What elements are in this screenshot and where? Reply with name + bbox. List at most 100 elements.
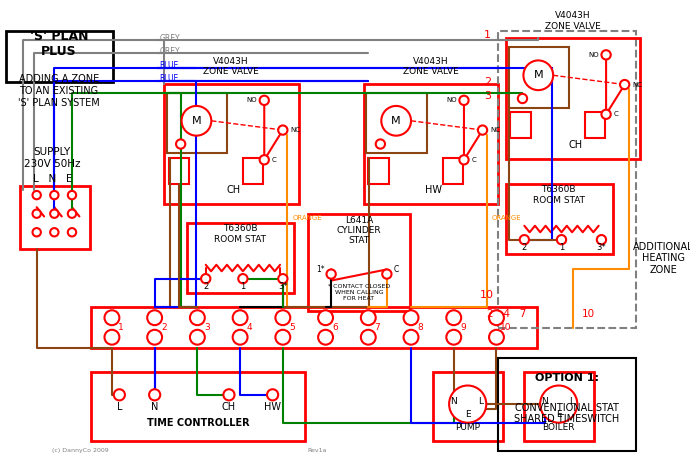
Text: E: E — [556, 410, 562, 419]
Text: L: L — [478, 397, 483, 406]
Circle shape — [376, 139, 385, 149]
Text: E: E — [465, 410, 471, 419]
Bar — [6, 31, 113, 82]
Text: 2: 2 — [161, 322, 167, 331]
Circle shape — [449, 386, 486, 423]
Text: M: M — [192, 116, 201, 126]
Bar — [509, 47, 569, 108]
Text: 1: 1 — [240, 282, 246, 291]
Bar — [366, 93, 427, 154]
Circle shape — [50, 228, 59, 236]
Bar — [524, 372, 594, 441]
Circle shape — [267, 389, 278, 401]
Text: L: L — [569, 397, 574, 406]
Circle shape — [620, 80, 629, 89]
Text: C: C — [272, 157, 277, 163]
Bar — [168, 158, 189, 184]
Text: T6360B
ROOM STAT: T6360B ROOM STAT — [533, 185, 584, 205]
Text: ADDITIONAL
HEATING
ZONE: ADDITIONAL HEATING ZONE — [633, 241, 690, 275]
Text: L: L — [117, 402, 122, 412]
Text: 1: 1 — [484, 30, 491, 40]
Text: ORANGE: ORANGE — [492, 215, 522, 221]
Circle shape — [32, 191, 41, 199]
Circle shape — [326, 270, 336, 279]
Circle shape — [557, 235, 566, 244]
Circle shape — [278, 125, 288, 135]
Text: BLUE: BLUE — [159, 74, 179, 83]
Text: NO: NO — [446, 97, 457, 103]
Text: C: C — [393, 265, 399, 274]
Circle shape — [201, 274, 210, 283]
Circle shape — [114, 389, 125, 401]
Text: 2: 2 — [484, 77, 491, 87]
Text: 2   4   7: 2 4 7 — [487, 309, 526, 319]
Circle shape — [518, 94, 527, 103]
Text: V4043H
ZONE VALVE: V4043H ZONE VALVE — [403, 57, 458, 76]
Text: NC: NC — [290, 127, 300, 133]
Text: 9: 9 — [460, 322, 466, 331]
Text: SUPPLY
230V 50Hz: SUPPLY 230V 50Hz — [24, 147, 81, 169]
Bar — [92, 372, 305, 441]
Bar — [167, 93, 227, 154]
Text: 3: 3 — [484, 91, 491, 101]
Bar — [433, 372, 503, 441]
Text: NC: NC — [632, 81, 642, 88]
Circle shape — [68, 228, 76, 236]
Circle shape — [361, 310, 376, 325]
Circle shape — [190, 330, 205, 344]
Circle shape — [446, 330, 461, 344]
Text: C: C — [471, 157, 476, 163]
Circle shape — [382, 270, 391, 279]
Circle shape — [104, 310, 119, 325]
Text: OPTION 1:: OPTION 1: — [535, 373, 599, 383]
Text: 2: 2 — [522, 242, 527, 252]
Bar — [368, 158, 388, 184]
Circle shape — [149, 389, 160, 401]
Text: M: M — [533, 70, 543, 80]
Circle shape — [404, 330, 418, 344]
Text: (c) DannyCo 2009: (c) DannyCo 2009 — [52, 448, 109, 453]
Circle shape — [318, 330, 333, 344]
Text: NC: NC — [490, 127, 500, 133]
Circle shape — [382, 106, 411, 136]
Circle shape — [275, 330, 290, 344]
Text: 2: 2 — [203, 282, 208, 291]
Circle shape — [524, 60, 553, 90]
Text: N: N — [451, 397, 457, 406]
Text: 1*: 1* — [316, 265, 324, 274]
Bar — [187, 223, 294, 292]
Text: 10: 10 — [582, 309, 595, 319]
Text: CH: CH — [569, 140, 582, 150]
Circle shape — [224, 389, 235, 401]
Text: CH: CH — [226, 185, 241, 196]
Circle shape — [190, 310, 205, 325]
Circle shape — [446, 310, 461, 325]
Text: 3*: 3* — [597, 242, 607, 252]
Text: HW: HW — [264, 402, 281, 412]
Text: CONVENTIONAL STAT
SHARED TIMESWITCH: CONVENTIONAL STAT SHARED TIMESWITCH — [515, 402, 620, 424]
Circle shape — [233, 310, 248, 325]
Text: M: M — [391, 116, 401, 126]
Circle shape — [489, 330, 504, 344]
Text: 1: 1 — [559, 242, 564, 252]
Text: 4: 4 — [246, 322, 253, 331]
Text: GREY: GREY — [159, 34, 180, 43]
Text: 6: 6 — [332, 322, 337, 331]
Bar — [506, 38, 640, 159]
Text: C: C — [613, 111, 618, 117]
Circle shape — [361, 330, 376, 344]
Text: N: N — [542, 397, 548, 406]
Circle shape — [597, 235, 606, 244]
Circle shape — [489, 310, 504, 325]
Circle shape — [540, 386, 578, 423]
Circle shape — [68, 210, 76, 218]
Circle shape — [602, 110, 611, 119]
Text: NO: NO — [588, 52, 599, 58]
Text: HW: HW — [425, 185, 442, 196]
Text: 8: 8 — [417, 322, 423, 331]
Bar — [498, 358, 635, 451]
Text: * CONTACT CLOSED
WHEN CALLING
FOR HEAT: * CONTACT CLOSED WHEN CALLING FOR HEAT — [328, 285, 390, 301]
Circle shape — [460, 155, 469, 164]
Text: T6360B
ROOM STAT: T6360B ROOM STAT — [214, 225, 266, 244]
Text: PUMP: PUMP — [455, 423, 480, 432]
